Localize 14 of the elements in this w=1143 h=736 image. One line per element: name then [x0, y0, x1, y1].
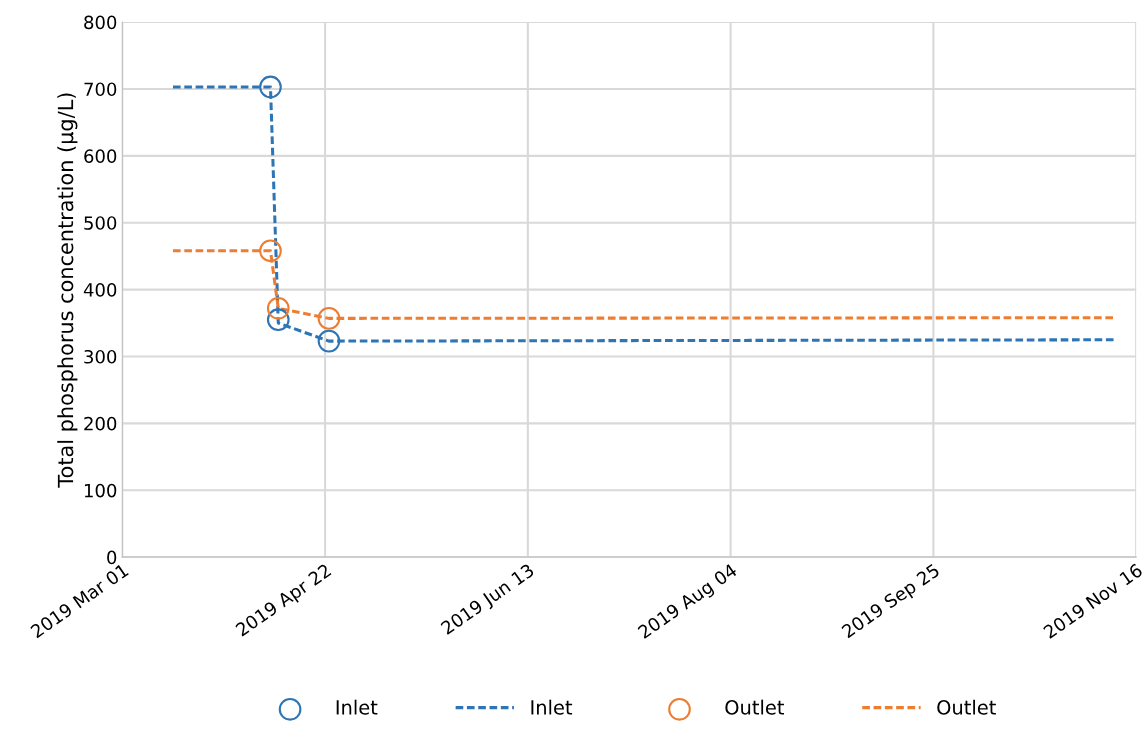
y-tick-label: 600 — [84, 149, 117, 163]
legend-label: Inlet — [336, 699, 378, 715]
legend-label: Inlet — [531, 699, 573, 715]
y-tick-label: 300 — [84, 349, 117, 364]
y-tick-label: 0 — [107, 550, 117, 565]
y-tick-label: 500 — [84, 216, 117, 230]
legend-label: Outlet — [937, 699, 996, 715]
y-tick-label: 400 — [83, 283, 117, 297]
y-tick-label: 200 — [84, 416, 117, 431]
y-tick-label: 700 — [84, 82, 117, 97]
legend-label: Outlet — [725, 699, 785, 715]
y-tick-label: 800 — [84, 15, 117, 30]
y-axis-title: Total phosphorus concentration (µg/L) — [57, 93, 78, 488]
y-tick-label: 100 — [84, 483, 117, 498]
